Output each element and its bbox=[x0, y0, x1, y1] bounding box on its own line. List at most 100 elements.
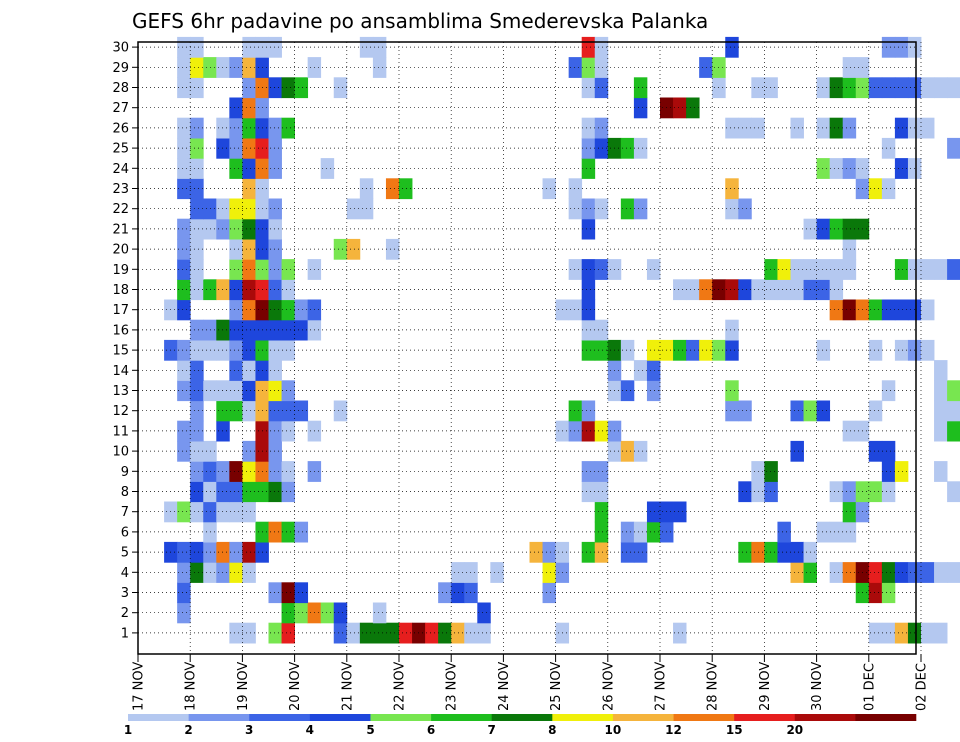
heatmap-cell bbox=[581, 259, 596, 280]
heatmap-cell bbox=[568, 57, 583, 78]
heatmap-cell bbox=[242, 299, 256, 321]
heatmap-cell bbox=[934, 461, 948, 482]
heatmap-cell bbox=[738, 541, 752, 563]
heatmap-cell bbox=[568, 259, 583, 280]
heatmap-cell bbox=[229, 218, 243, 240]
heatmap-cell bbox=[921, 562, 935, 583]
heatmap-cell bbox=[738, 481, 752, 503]
heatmap-cell bbox=[229, 137, 243, 159]
x-tick-label: 29 NOV bbox=[758, 662, 773, 711]
heatmap-cell bbox=[777, 521, 791, 543]
heatmap-cell bbox=[947, 380, 960, 402]
x-tick-label: 28 NOV bbox=[706, 662, 721, 711]
heatmap-cell bbox=[203, 562, 217, 583]
y-tick-label: 1 bbox=[121, 626, 129, 641]
y-tick-label: 10 bbox=[112, 445, 129, 460]
heatmap-cell bbox=[633, 541, 648, 563]
heatmap-cell bbox=[177, 440, 191, 462]
heatmap-cell bbox=[581, 77, 596, 99]
heatmap-cell bbox=[594, 541, 609, 563]
heatmap-cell bbox=[921, 299, 935, 321]
heatmap-cell bbox=[594, 319, 609, 341]
heatmap-cell bbox=[281, 521, 295, 543]
x-tick-label: 24 NOV bbox=[497, 662, 512, 711]
heatmap-cell bbox=[281, 339, 295, 361]
heatmap-cell bbox=[268, 622, 282, 644]
y-tick-label: 18 bbox=[112, 283, 129, 298]
heatmap-cell bbox=[242, 36, 256, 58]
legend-label: 12 bbox=[665, 723, 682, 737]
heatmap-cell bbox=[646, 380, 661, 402]
x-tick-label: 26 NOV bbox=[601, 662, 616, 711]
heatmap-cell bbox=[216, 400, 230, 422]
legend-label: 7 bbox=[488, 723, 496, 737]
heatmap-cell bbox=[686, 339, 700, 361]
heatmap-cell bbox=[868, 440, 883, 462]
heatmap-cell bbox=[673, 501, 687, 523]
heatmap-cell bbox=[568, 198, 583, 220]
heatmap-cell bbox=[229, 198, 243, 220]
y-tick-label: 24 bbox=[112, 162, 129, 177]
legend-swatch bbox=[370, 714, 432, 721]
heatmap-cell bbox=[190, 238, 204, 260]
heatmap-cell bbox=[242, 259, 256, 280]
heatmap-cell bbox=[490, 562, 504, 583]
legend-swatch bbox=[673, 714, 735, 721]
heatmap-cell bbox=[477, 602, 491, 624]
heatmap-cell bbox=[594, 461, 609, 482]
heatmap-cell bbox=[790, 562, 804, 583]
x-tick-label: 27 NOV bbox=[654, 662, 669, 711]
heatmap-cell bbox=[268, 461, 282, 482]
y-tick-label: 15 bbox=[112, 344, 129, 359]
heatmap-cell bbox=[281, 602, 295, 624]
heatmap-cell bbox=[399, 178, 413, 200]
heatmap-cell bbox=[190, 77, 204, 99]
heatmap-cell bbox=[686, 279, 700, 301]
heatmap-cell bbox=[581, 36, 596, 58]
legend-swatch bbox=[855, 714, 917, 721]
heatmap-cell bbox=[229, 117, 243, 139]
y-tick-label: 23 bbox=[112, 182, 129, 197]
heatmap-cell bbox=[268, 582, 282, 604]
y-tick-label: 5 bbox=[121, 546, 129, 561]
heatmap-cell bbox=[673, 97, 687, 119]
heatmap-cell bbox=[894, 622, 909, 644]
x-tick-label: 21 NOV bbox=[340, 662, 355, 711]
heatmap-cell bbox=[633, 440, 648, 462]
heatmap-cell bbox=[790, 541, 804, 563]
y-tick-label: 22 bbox=[112, 202, 129, 217]
heatmap-cell bbox=[777, 279, 791, 301]
heatmap-cell bbox=[881, 178, 896, 200]
legend-label: 3 bbox=[245, 723, 253, 737]
heatmap-cell bbox=[320, 602, 335, 624]
heatmap-cell bbox=[947, 400, 960, 422]
y-tick-label: 28 bbox=[112, 81, 129, 96]
heatmap-cell bbox=[725, 400, 739, 422]
heatmap-cell bbox=[764, 481, 778, 503]
heatmap-cell bbox=[177, 602, 191, 624]
x-tick-label: 19 NOV bbox=[236, 662, 251, 711]
heatmap-cell bbox=[190, 198, 204, 220]
heatmap-cell bbox=[177, 36, 191, 58]
heatmap-cell bbox=[568, 178, 583, 200]
heatmap-cell bbox=[242, 360, 256, 381]
heatmap-cell bbox=[894, 77, 909, 99]
heatmap-cell bbox=[242, 541, 256, 563]
heatmap-cell bbox=[542, 562, 556, 583]
heatmap-cell bbox=[646, 339, 661, 361]
heatmap-cell bbox=[947, 259, 960, 280]
heatmap-cell bbox=[190, 420, 204, 442]
heatmap-cell bbox=[921, 622, 935, 644]
heatmap-cell bbox=[294, 602, 309, 624]
heatmap-cell bbox=[268, 238, 282, 260]
heatmap-cell bbox=[542, 582, 556, 604]
legend-swatch bbox=[188, 714, 250, 721]
heatmap-cell bbox=[268, 380, 282, 402]
legend-swatch bbox=[552, 714, 614, 721]
heatmap-cell bbox=[581, 279, 596, 301]
heatmap-cell bbox=[594, 339, 609, 361]
heatmap-cell bbox=[816, 218, 831, 240]
legend-swatch bbox=[249, 714, 311, 721]
legend-label: 1 bbox=[124, 723, 132, 737]
heatmap-cell bbox=[477, 622, 491, 644]
